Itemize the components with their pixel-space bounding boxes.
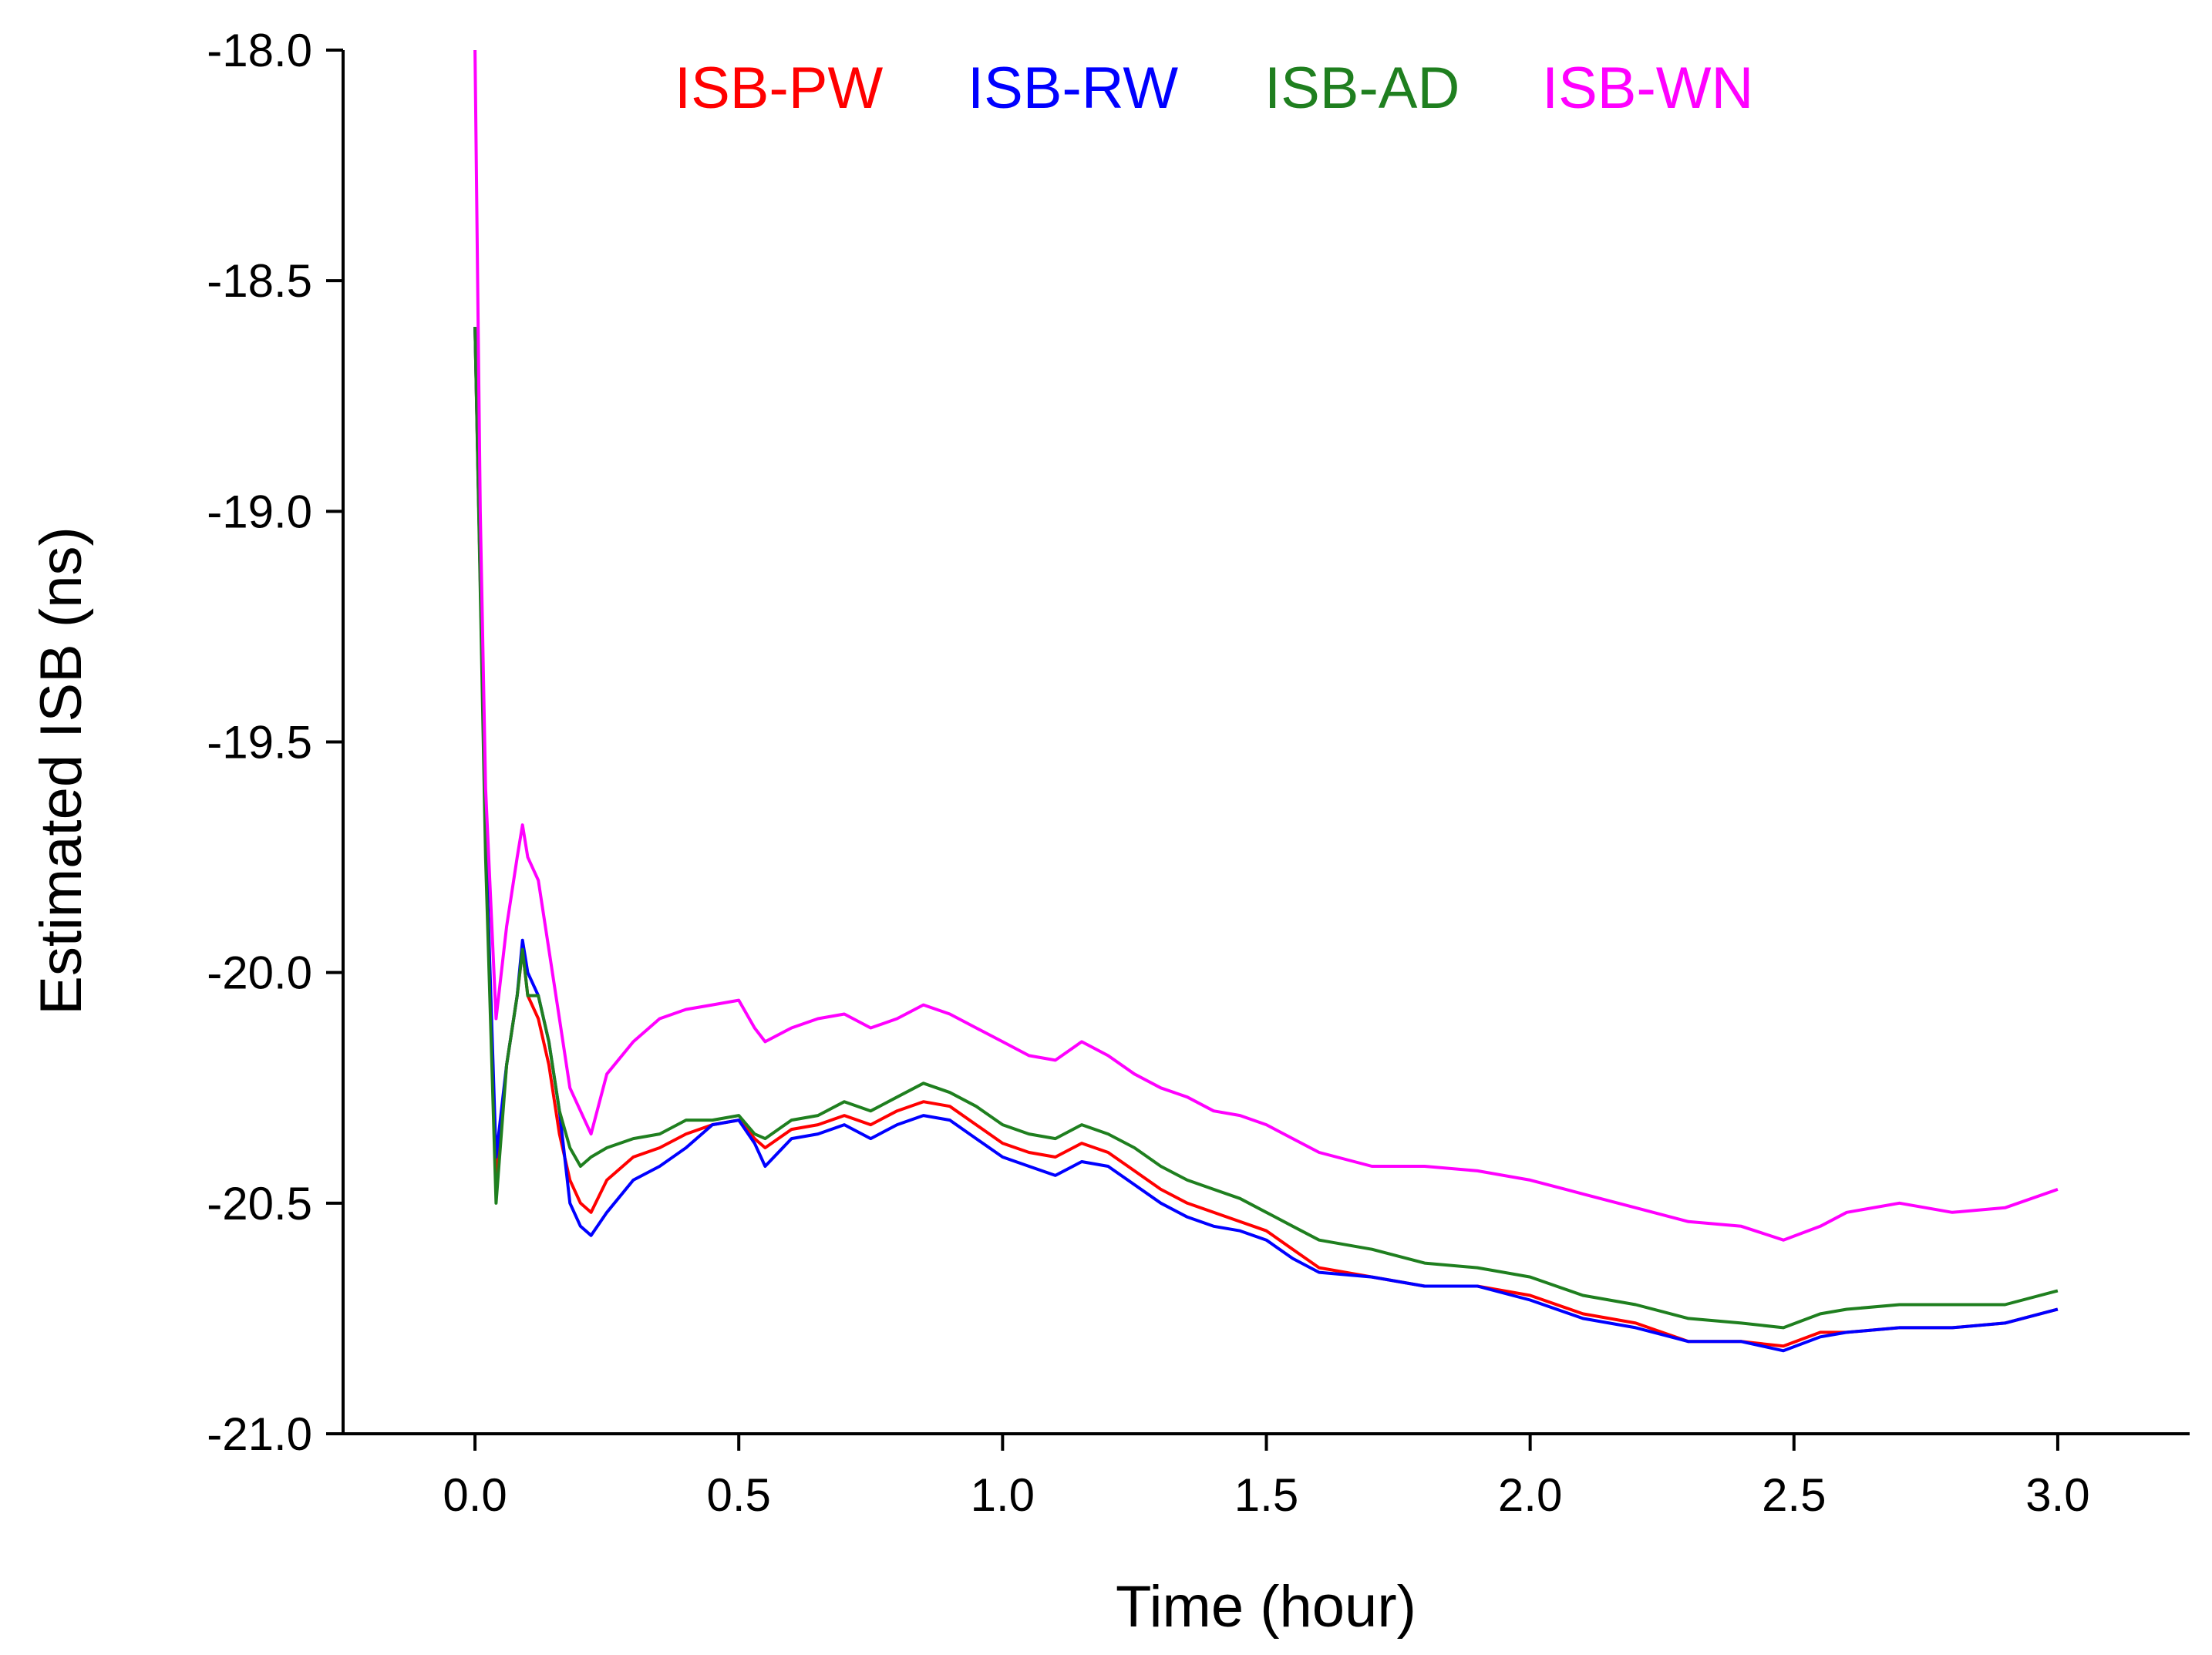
y-tick-label: -20.5: [207, 1178, 312, 1229]
series-line-isb-wn: [473, 49, 2059, 1242]
x-tick-label: 2.5: [1762, 1469, 1826, 1521]
legend: ISB-PW ISB-RW ISB-AD ISB-WN: [675, 56, 1753, 121]
y-axis-title: Estimated ISB (ns): [29, 526, 94, 1015]
x-ticks: 0.0 0.5 1.0 1.5 2.0 2.5 3.0: [443, 1434, 2090, 1521]
series-line-isb-rw: [473, 326, 2059, 1353]
legend-entry: ISB-WN: [1542, 56, 1753, 121]
x-tick-label: 2.0: [1498, 1469, 1562, 1521]
x-axis-title: Time (hour): [1116, 1574, 1416, 1640]
y-ticks: -18.0 -18.5 -19.0 -19.5 -20.0 -20.5 -21.0: [207, 25, 343, 1460]
x-tick-label: 1.0: [971, 1469, 1035, 1521]
y-tick-label: -18.0: [207, 25, 312, 76]
legend-entry: ISB-PW: [675, 56, 883, 121]
y-tick-label: -18.5: [207, 255, 312, 307]
legend-entry: ISB-RW: [968, 56, 1178, 121]
x-tick-label: 3.0: [2025, 1469, 2089, 1521]
y-tick-label: -20.0: [207, 947, 312, 999]
legend-entry: ISB-AD: [1264, 56, 1460, 121]
y-tick-label: -21.0: [207, 1408, 312, 1460]
y-tick-label: -19.0: [207, 486, 312, 537]
x-tick-label: 1.5: [1234, 1469, 1298, 1521]
x-tick-label: 0.5: [707, 1469, 771, 1521]
y-tick-label: -19.5: [207, 717, 312, 769]
x-tick-label: 0.0: [443, 1469, 507, 1521]
series-line-isb-ad: [473, 326, 2059, 1330]
series-layer: [473, 49, 2059, 1353]
